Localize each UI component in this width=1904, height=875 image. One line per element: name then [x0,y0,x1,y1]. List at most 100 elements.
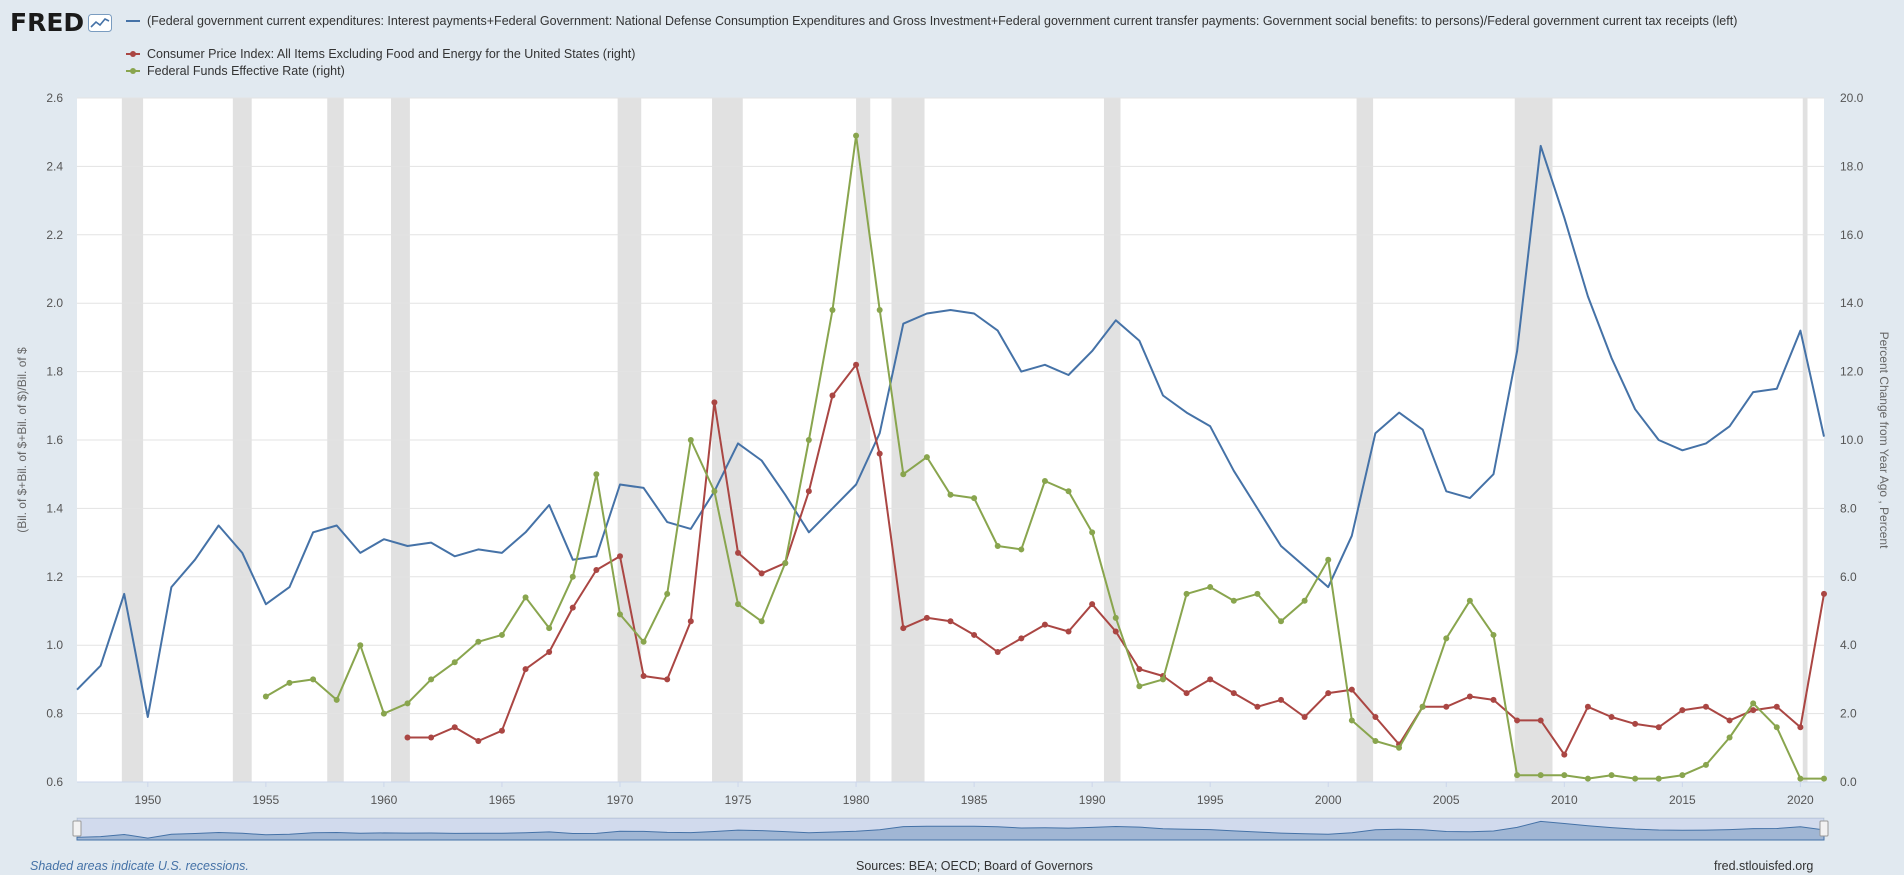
data-point-1 [1230,690,1237,697]
data-point-2 [1325,556,1332,563]
data-point-2 [1514,772,1521,779]
fred-logo[interactable]: FRED [10,8,113,37]
data-point-1 [1254,703,1261,710]
y-right-tick-label: 10.0 [1840,433,1864,447]
data-point-1 [1632,720,1639,727]
y-right-tick-label: 0.0 [1840,775,1857,789]
data-point-2 [1278,618,1285,625]
x-tick-label: 1975 [725,793,752,807]
data-point-1 [1065,628,1072,635]
y-right-tick-label: 16.0 [1840,228,1864,242]
data-point-1 [1372,714,1379,721]
data-point-2 [262,693,269,700]
data-point-1 [1773,703,1780,710]
data-point-1 [947,618,954,625]
data-point-1 [1537,717,1544,724]
data-point-1 [1702,703,1709,710]
data-point-2 [1396,744,1403,751]
y-right-tick-label: 14.0 [1840,296,1864,310]
data-point-2 [1608,772,1615,779]
data-point-1 [1608,714,1615,721]
y-left-tick-label: 0.8 [46,707,63,721]
data-point-1 [475,737,482,744]
data-point-2 [1750,700,1757,707]
data-point-2 [380,710,387,717]
data-point-1 [1207,676,1214,683]
y-left-tick-label: 2.4 [46,159,63,173]
data-point-2 [1466,597,1473,604]
legend-swatch-green [126,67,140,74]
data-point-2 [616,611,623,618]
data-point-2 [1301,597,1308,604]
data-point-2 [687,437,694,443]
data-point-2 [640,638,647,645]
data-point-1 [1348,686,1355,693]
y-left-tick-label: 0.6 [46,775,63,789]
data-point-2 [1561,772,1568,779]
data-point-1 [522,666,529,673]
data-point-2 [876,307,883,314]
data-point-2 [1726,734,1733,741]
y-left-tick-label: 1.6 [46,433,63,447]
x-tick-label: 2015 [1669,793,1696,807]
data-point-1 [1821,590,1827,597]
series-line-0 [76,144,1825,718]
legend-item-cpi[interactable]: Consumer Price Index: All Items Excludin… [126,45,1737,62]
site-link[interactable]: fred.stlouisfed.org [1714,859,1814,873]
data-point-2 [1136,683,1143,690]
data-point-2 [1018,546,1025,553]
data-point-2 [900,471,907,478]
data-point-1 [428,734,435,741]
data-point-1 [593,566,600,573]
data-point-2 [475,638,482,645]
legend-swatch-red [126,50,140,57]
data-point-2 [1112,614,1119,621]
data-point-2 [664,590,671,597]
data-point-2 [498,631,505,638]
data-point-2 [1702,761,1709,768]
legend-swatch-blue [126,19,140,22]
y-left-tick-label: 2.0 [46,296,63,310]
data-point-1 [1278,696,1285,703]
data-point-1 [664,676,671,683]
y-left-tick-label: 1.8 [46,365,63,379]
legend-item-ratio[interactable]: (Federal government current expenditures… [126,12,1737,29]
data-point-2 [711,488,718,495]
data-point-2 [1230,597,1237,604]
data-point-2 [357,642,364,649]
navigator-handle-left[interactable] [72,820,82,837]
data-point-2 [1207,584,1214,591]
data-point-1 [404,734,411,741]
data-point-2 [1821,775,1827,782]
data-point-2 [404,700,411,707]
data-point-2 [1632,775,1639,782]
data-point-1 [1041,621,1048,628]
data-point-1 [498,727,505,734]
data-point-2 [853,132,860,139]
data-point-2 [310,676,317,683]
data-point-2 [1254,590,1261,597]
legend-item-fedfunds[interactable]: Federal Funds Effective Rate (right) [126,62,1737,79]
y-right-tick-label: 6.0 [1840,570,1857,584]
data-point-2 [735,601,742,608]
data-point-2 [923,454,930,461]
data-point-1 [1301,714,1308,721]
data-point-1 [805,488,812,495]
data-point-2 [1041,478,1048,485]
data-point-2 [569,573,576,580]
data-point-1 [1679,707,1686,714]
data-point-2 [1679,772,1686,779]
data-point-2 [1584,775,1591,782]
data-point-1 [1561,751,1568,758]
x-tick-label: 2020 [1787,793,1814,807]
data-point-1 [1112,628,1119,635]
data-point-1 [687,618,694,625]
y-left-tick-label: 1.2 [46,570,63,584]
data-point-2 [829,307,836,314]
y-right-tick-label: 4.0 [1840,638,1857,652]
data-point-2 [1372,737,1379,744]
data-point-1 [1325,690,1332,697]
y-right-tick-label: 8.0 [1840,501,1857,515]
navigator-handle-right[interactable] [1819,820,1829,837]
data-point-2 [1419,703,1426,710]
